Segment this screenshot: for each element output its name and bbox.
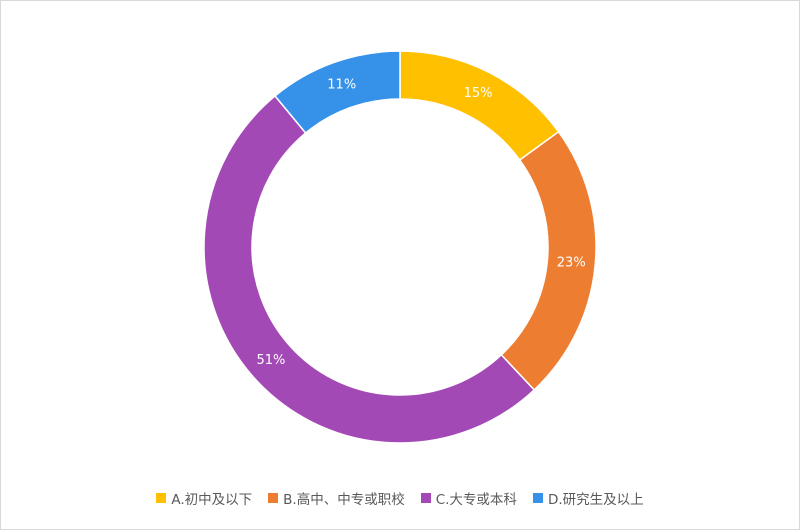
donut-slice-c — [203, 94, 536, 444]
legend-item-c: C.大专或本科 — [420, 488, 517, 508]
donut-slice-a — [399, 50, 560, 162]
legend-item-d: D.研究生及以上 — [532, 488, 644, 508]
donut-slice-d — [274, 50, 401, 135]
slice-label-d: 11% — [327, 78, 356, 93]
legend-swatch-b — [268, 493, 279, 503]
chart-legend: A.初中及以下 B.高中、中专或职校 C.大专或本科 D.研究生及以上 — [0, 488, 800, 508]
legend-label-a: A.初中及以下 — [171, 492, 253, 508]
legend-item-a: A.初中及以下 — [156, 488, 252, 508]
slice-label-c: 51% — [257, 353, 286, 368]
legend-label-c: C.大专或本科 — [435, 492, 517, 508]
slice-label-b: 23% — [557, 256, 586, 271]
legend-swatch-d — [532, 493, 543, 503]
legend-label-d: D.研究生及以上 — [547, 492, 644, 508]
slice-label-a: 15% — [464, 86, 493, 101]
legend-swatch-a — [156, 493, 167, 503]
donut-chart: 15% 23% 51% 11% — [203, 50, 597, 444]
legend-swatch-c — [420, 493, 431, 503]
legend-item-b: B.高中、中专或职校 — [268, 488, 405, 508]
legend-label-b: B.高中、中专或职校 — [283, 492, 405, 508]
